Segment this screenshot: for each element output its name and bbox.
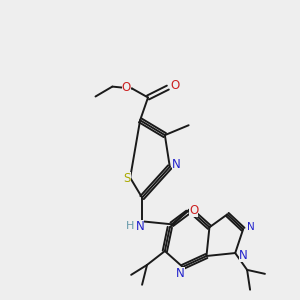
Text: N: N	[176, 267, 185, 280]
Text: S: S	[124, 172, 131, 185]
Text: O: O	[122, 81, 131, 94]
Text: N: N	[247, 222, 255, 232]
Text: N: N	[136, 220, 145, 233]
Text: N: N	[239, 248, 248, 262]
Text: O: O	[170, 79, 179, 92]
Text: H: H	[126, 221, 134, 231]
Text: O: O	[189, 204, 198, 217]
Text: N: N	[172, 158, 181, 171]
